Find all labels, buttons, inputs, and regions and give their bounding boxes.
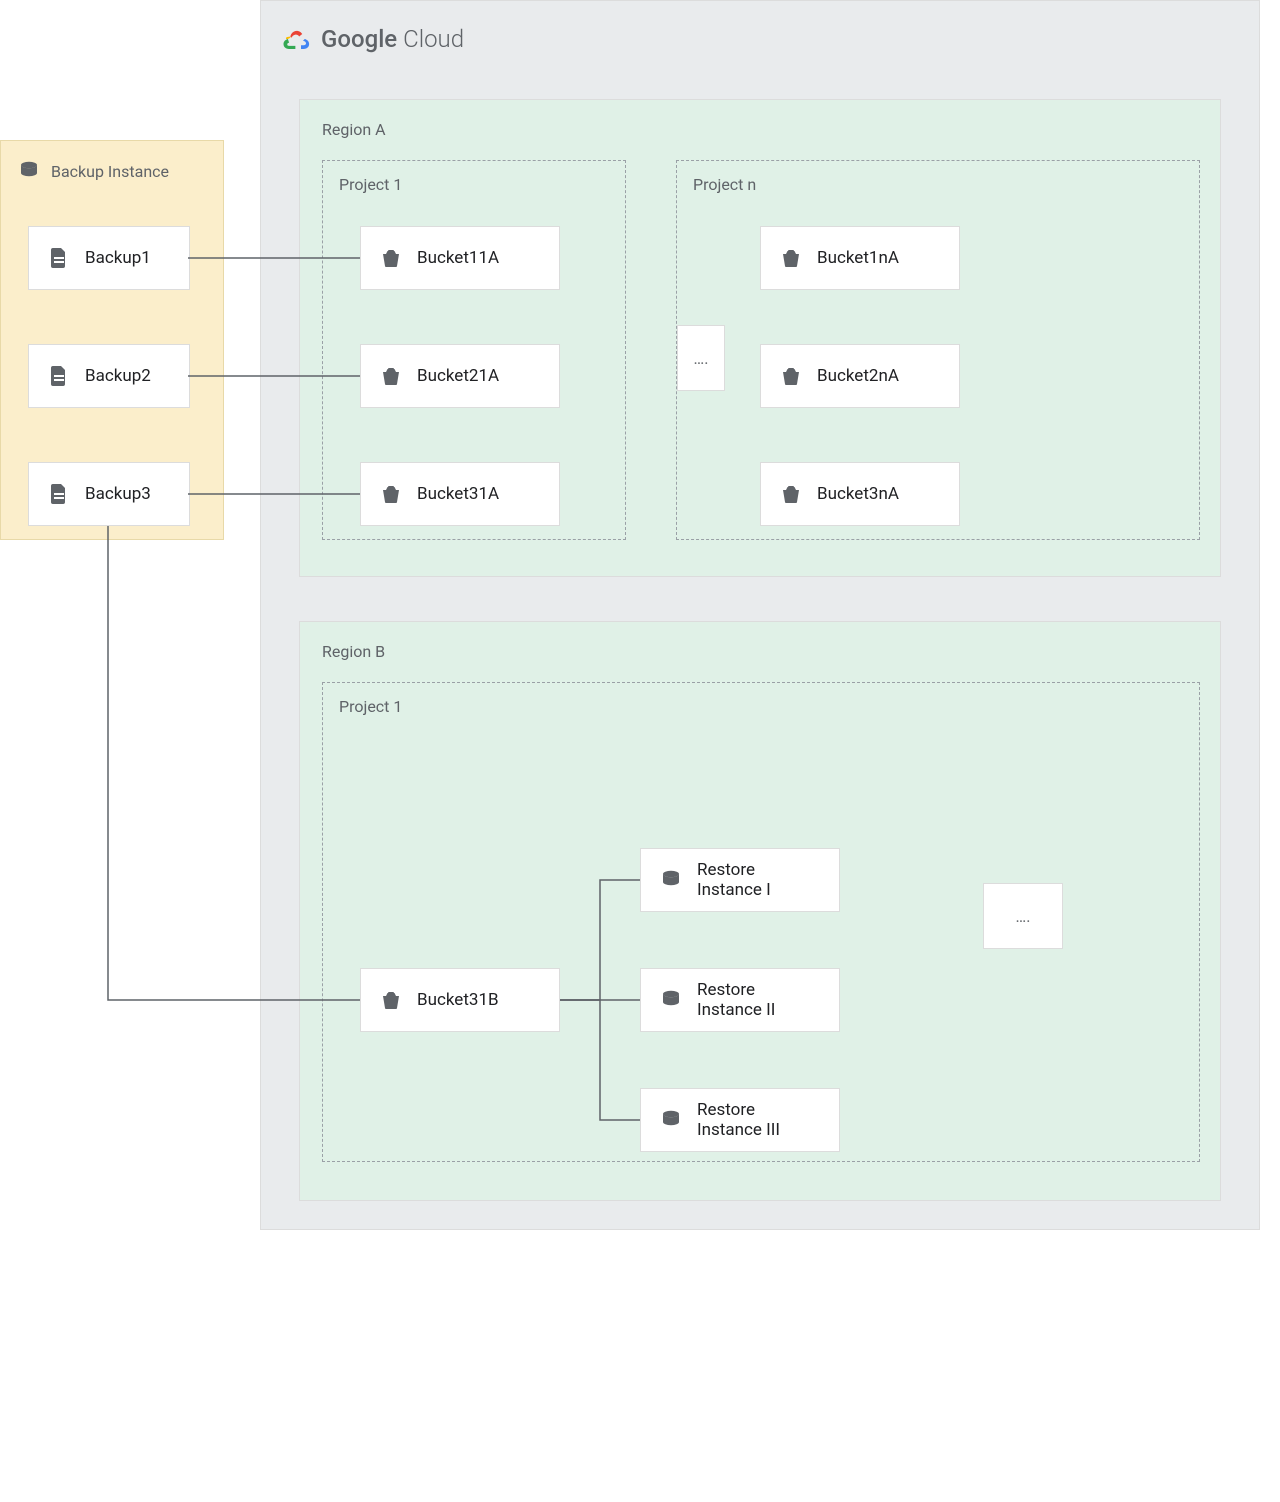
project-a1-label: Project 1	[339, 175, 402, 194]
bucket-a1-1-icon	[379, 246, 403, 270]
backup-node-2-label: Backup2	[85, 366, 151, 386]
backup-instance-title: Backup Instance	[51, 162, 169, 181]
bucket-an-1-label: Bucket1nA	[817, 248, 899, 268]
backup-node-2: Backup2	[28, 344, 190, 408]
bucket-a1-1: Bucket11A	[360, 226, 560, 290]
backup-node-2-icon	[47, 364, 71, 388]
backup-node-1: Backup1	[28, 226, 190, 290]
restore-instance-3-icon	[659, 1108, 683, 1132]
bucket-an-3: Bucket3nA	[760, 462, 960, 526]
cloud-header: Google Cloud	[281, 25, 464, 53]
cloud-container: Google Cloud Region A Project 1 Project …	[260, 0, 1260, 1230]
backup-node-3-icon	[47, 482, 71, 506]
bucket-a1-2-icon	[379, 364, 403, 388]
bucket-a1-1-label: Bucket11A	[417, 248, 499, 268]
restore-instance-2: RestoreInstance II	[640, 968, 840, 1032]
backup-node-1-label: Backup1	[85, 248, 151, 268]
bucket-a1-2: Bucket21A	[360, 344, 560, 408]
restore-instance-1-icon	[659, 868, 683, 892]
bucket-a1-3: Bucket31A	[360, 462, 560, 526]
cloud-title-bold: Google	[321, 25, 397, 53]
restore-instance-3: RestoreInstance III	[640, 1088, 840, 1152]
cloud-title-light: Cloud	[403, 25, 464, 53]
bucket-31b-icon	[379, 988, 403, 1012]
diagram-canvas: Google Cloud Region A Project 1 Project …	[0, 0, 1280, 1502]
bucket-an-2: Bucket2nA	[760, 344, 960, 408]
project-b1-label: Project 1	[339, 697, 402, 716]
bucket-an-1-icon	[779, 246, 803, 270]
backup-node-3: Backup3	[28, 462, 190, 526]
database-icon	[17, 159, 41, 183]
ellipsis-a: ….	[677, 325, 725, 391]
bucket-an-3-icon	[779, 482, 803, 506]
ellipsis-b: ….	[983, 883, 1063, 949]
restore-instance-2-icon	[659, 988, 683, 1012]
bucket-an-2-icon	[779, 364, 803, 388]
backup-node-3-label: Backup3	[85, 484, 151, 504]
bucket-an-3-label: Bucket3nA	[817, 484, 899, 504]
bucket-a1-3-label: Bucket31A	[417, 484, 499, 504]
project-an-label: Project n	[693, 175, 756, 194]
bucket-31b-label: Bucket31B	[417, 990, 499, 1010]
region-a-label: Region A	[322, 120, 386, 139]
google-cloud-logo-icon	[281, 26, 311, 52]
backup-instance-header: Backup Instance	[17, 159, 169, 183]
restore-instance-1: RestoreInstance I	[640, 848, 840, 912]
bucket-a1-2-label: Bucket21A	[417, 366, 499, 386]
bucket-an-1: Bucket1nA	[760, 226, 960, 290]
bucket-a1-3-icon	[379, 482, 403, 506]
region-b-label: Region B	[322, 642, 385, 661]
backup-node-1-icon	[47, 246, 71, 270]
bucket-an-2-label: Bucket2nA	[817, 366, 899, 386]
bucket-31b: Bucket31B	[360, 968, 560, 1032]
